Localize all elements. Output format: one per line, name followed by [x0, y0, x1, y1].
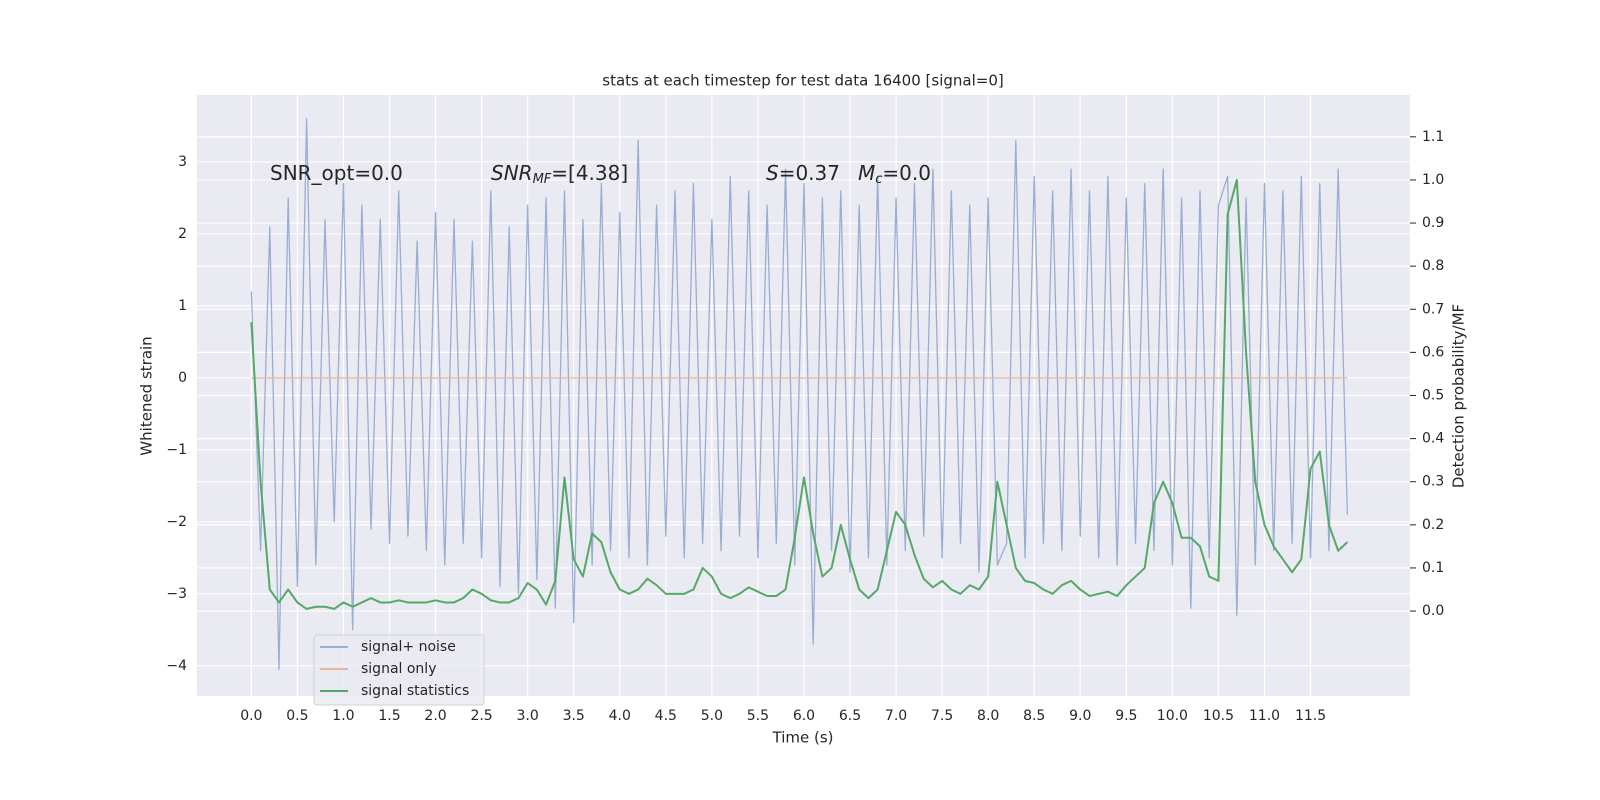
- x-tick-label: 2.5: [470, 708, 492, 724]
- series-line: [250, 118, 1349, 671]
- x-tick-label: 10.0: [1157, 708, 1188, 724]
- annotation-part: SNR: [491, 161, 533, 185]
- annotation-part: M: [858, 161, 875, 185]
- x-tick-label: 9.0: [1069, 708, 1091, 724]
- y2-tick-label: 0.0: [1422, 603, 1444, 619]
- y2-tick-label: 0.4: [1422, 431, 1444, 447]
- y2-tick-label: 0.9: [1422, 215, 1444, 231]
- x-tick-label: 5.5: [747, 708, 769, 724]
- series-line: [250, 178, 1349, 610]
- x-tick-label: 2.0: [424, 708, 446, 724]
- annotation-part: SNR_opt=0.0: [270, 161, 403, 185]
- legend-label: signal+ noise: [361, 639, 456, 655]
- y2-tick-label: 1.1: [1422, 129, 1444, 145]
- y-tick-label: −3: [166, 586, 187, 602]
- legend-label: signal only: [361, 661, 436, 677]
- y2-tick-label: 1.0: [1422, 172, 1444, 188]
- y2-tick-label: 0.8: [1422, 258, 1444, 274]
- y2-tick-label: 0.3: [1422, 474, 1444, 490]
- x-tick-label: 4.0: [609, 708, 631, 724]
- x-tick-label: 6.0: [793, 708, 815, 724]
- marks: [250, 118, 1349, 671]
- chart-title: stats at each timestep for test data 164…: [602, 72, 1003, 90]
- annotation-part: =[4.38]: [551, 161, 628, 185]
- annotation-part: =0.37: [779, 161, 840, 185]
- x-tick-label: 0.0: [240, 708, 262, 724]
- x-tick-label: 8.5: [1023, 708, 1045, 724]
- x-tick-label: 7.5: [931, 708, 953, 724]
- y-tick-label: 1: [178, 298, 187, 314]
- y-tick-label: 2: [178, 226, 187, 242]
- x-tick-label: 5.0: [701, 708, 723, 724]
- x-tick-label: 9.5: [1115, 708, 1137, 724]
- x-tick-label: 10.5: [1203, 708, 1234, 724]
- x-tick-label: 7.0: [885, 708, 907, 724]
- x-tick-label: 1.0: [332, 708, 354, 724]
- annotation-part: MF: [533, 172, 552, 187]
- annotation-part: =0.0: [882, 161, 931, 185]
- legend-box: [313, 634, 485, 706]
- annotation: Mc=0.0: [858, 161, 931, 187]
- x-tick-label: 0.5: [286, 708, 308, 724]
- y2-tick-label: 0.1: [1422, 560, 1444, 576]
- y-tick-label: 3: [178, 154, 187, 170]
- y-tick-label: 0: [178, 370, 187, 386]
- annotation: S=0.37: [766, 161, 840, 185]
- y-axis-label: Whitened strain: [138, 336, 156, 455]
- x-tick-label: 3.5: [563, 708, 585, 724]
- x-tick-label: 3.0: [517, 708, 539, 724]
- annotation: SNRMF=[4.38]: [491, 161, 628, 187]
- annotation-part: c: [875, 172, 882, 187]
- y2-tick-label: 0.5: [1422, 388, 1444, 404]
- x-tick-label: 11.0: [1249, 708, 1280, 724]
- x-axis-label: Time (s): [772, 729, 834, 747]
- x-tick-label: 11.5: [1295, 708, 1326, 724]
- x-tick-label: 1.5: [378, 708, 400, 724]
- legend-label: signal statistics: [361, 683, 469, 699]
- x-tick-label: 4.5: [655, 708, 677, 724]
- y2-axis-label: Detection probability/MF: [1450, 304, 1468, 488]
- annotation-part: S: [766, 161, 779, 185]
- y2-tick-label: 0.2: [1422, 517, 1444, 533]
- annotation: SNR_opt=0.0: [270, 161, 403, 185]
- y-tick-label: −2: [166, 514, 187, 530]
- y-tick-label: −1: [166, 442, 187, 458]
- x-tick-label: 8.0: [977, 708, 999, 724]
- x-tick-label: 6.5: [839, 708, 861, 724]
- y2-tick-label: 0.7: [1422, 301, 1444, 317]
- y-tick-label: −4: [166, 658, 187, 674]
- y2-tick-label: 0.6: [1422, 344, 1444, 360]
